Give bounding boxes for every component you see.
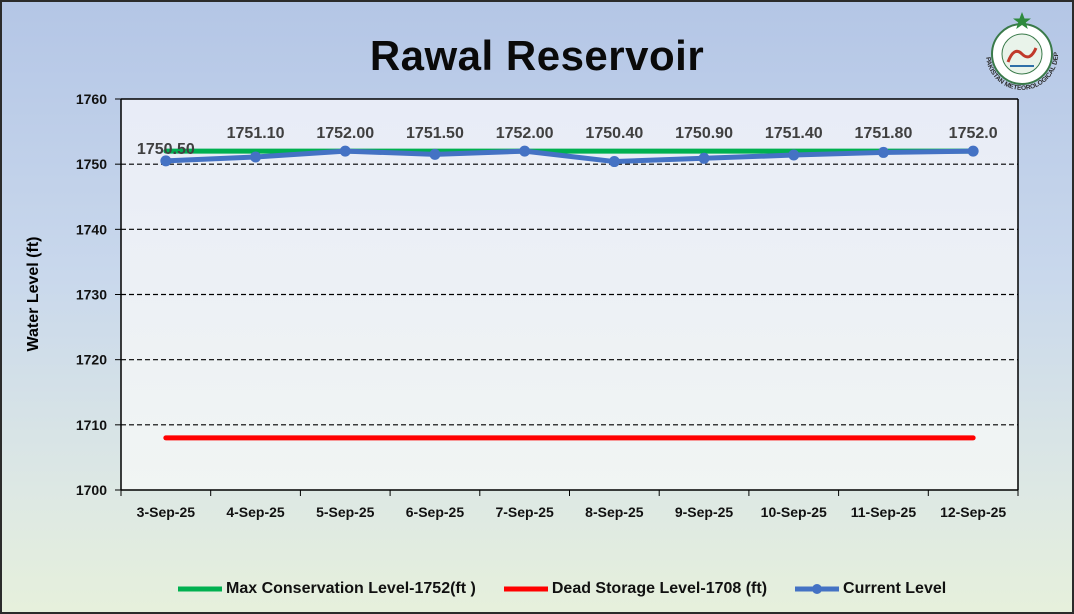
data-label: 1751.80	[855, 125, 913, 142]
x-tick-label: 8-Sep-25	[585, 504, 644, 520]
data-labels: 1750.50 1751.10 1752.00 1751.50 1752.00 1750.…	[137, 125, 998, 158]
data-label: 1752.00	[316, 125, 374, 142]
legend-item-dead-storage: Dead Storage Level-1708 (ft)	[503, 580, 768, 598]
data-label: 1750.50	[137, 141, 195, 158]
data-label: 1752.00	[496, 125, 554, 142]
data-label: 1750.40	[585, 125, 643, 142]
data-label: 1751.50	[406, 125, 464, 142]
x-tick-labels: 3-Sep-25 4-Sep-25 5-Sep-25 6-Sep-25 7-Sep-25…	[137, 504, 1007, 520]
y-tick-label: 1740	[76, 221, 107, 237]
legend-swatch-green	[178, 586, 222, 592]
y-tick-label: 1750	[76, 156, 107, 172]
legend-item-max-conservation: Max Conservation Level-1752(ft )	[178, 580, 476, 598]
legend-label-current-level: Current Level	[843, 580, 947, 597]
y-axis-label: Water Level (ft)	[25, 237, 42, 352]
current-level-point	[429, 148, 441, 160]
y-tick-label: 1730	[76, 287, 107, 303]
series-layer	[160, 145, 979, 441]
chart-title: Rawal Reservoir	[369, 32, 705, 79]
legend-swatch-blue	[795, 584, 840, 594]
legend: Max Conservation Level-1752(ft ) Dead St…	[178, 580, 946, 598]
x-tick-label: 3-Sep-25	[137, 504, 196, 520]
x-tick-label: 11-Sep-25	[851, 504, 917, 520]
legend-label-dead-storage: Dead Storage Level-1708 (ft)	[551, 580, 768, 597]
y-tick-label: 1760	[76, 91, 107, 107]
y-tick-label: 1700	[76, 482, 107, 498]
current-level-line	[163, 148, 976, 165]
y-tick-label: 1720	[76, 352, 107, 368]
x-tick-label: 5-Sep-25	[316, 504, 375, 520]
x-tick-label: 9-Sep-25	[675, 504, 734, 520]
pmd-logo: PAKISTAN METEOROLOGICAL DEPARTMENT	[974, 8, 1060, 92]
current-level-point	[698, 152, 710, 164]
current-level-point	[339, 145, 351, 157]
data-label: 1751.40	[765, 125, 823, 142]
legend-swatch-red	[503, 586, 548, 592]
data-label: 1751.10	[227, 125, 285, 142]
current-level-point	[877, 146, 889, 158]
current-level-point	[608, 156, 620, 168]
current-level-point	[967, 145, 979, 157]
data-label: 1750.90	[675, 125, 733, 142]
data-label: 1752.0	[949, 125, 998, 142]
current-level-point	[250, 151, 262, 163]
legend-item-current-level: Current Level	[795, 580, 946, 598]
gridlines	[121, 163, 1018, 426]
current-level-point	[788, 149, 800, 161]
axes	[115, 98, 1019, 496]
current-level-point	[160, 155, 172, 167]
x-tick-label: 10-Sep-25	[761, 504, 827, 520]
x-tick-label: 4-Sep-25	[226, 504, 285, 520]
current-level-point	[519, 145, 531, 157]
x-tick-label: 12-Sep-25	[940, 504, 1006, 520]
legend-label-max-conservation: Max Conservation Level-1752(ft )	[226, 580, 476, 597]
x-tick-label: 6-Sep-25	[406, 504, 465, 520]
y-tick-labels: 1700 1710 1720 1730 1740 1750 1760	[76, 91, 107, 498]
x-tick-label: 7-Sep-25	[495, 504, 554, 520]
y-tick-label: 1710	[76, 417, 107, 433]
